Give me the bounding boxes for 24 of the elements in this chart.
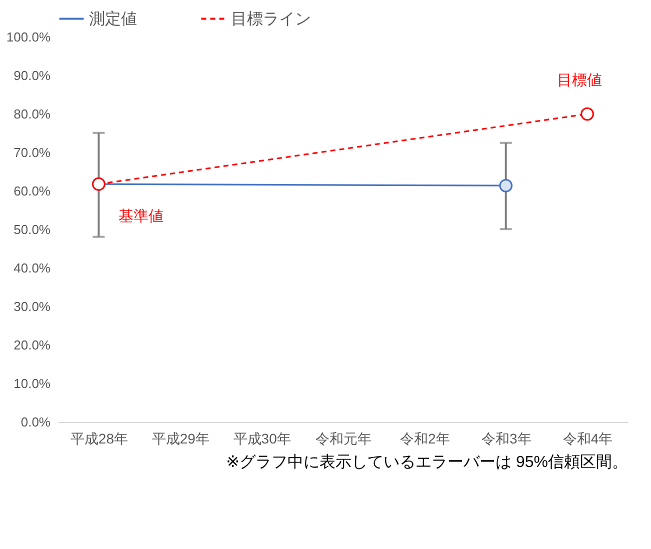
- text: ※グラフ中に表示しているエラーバーは 95%信頼区間。: [226, 453, 628, 471]
- x-tick-label: 令和2年: [400, 430, 450, 446]
- y-tick-label: 20.0%: [14, 338, 51, 352]
- annotation: 目標値: [556, 72, 602, 89]
- x-tick-label: 平成29年: [152, 430, 210, 446]
- annotation: 基準値: [118, 208, 164, 226]
- y-tick-label: 50.0%: [14, 222, 51, 237]
- y-tick-label: 40.0%: [14, 260, 51, 276]
- y-tick-label: 90.0%: [14, 68, 51, 83]
- y-tick-label: 10.0%: [14, 376, 51, 391]
- y-tick-label: 70.0%: [14, 145, 51, 160]
- x-tick-label: 平成30年: [233, 430, 291, 446]
- y-tick-label: 100.0%: [6, 30, 51, 44]
- x-tick-label: 令和3年: [481, 430, 532, 446]
- legend-label: 測定値: [89, 10, 137, 28]
- x-tick-label: 平成28年: [70, 430, 128, 446]
- y-tick-label: 0.0%: [20, 414, 51, 430]
- x-tick-label: 令和4年: [562, 430, 613, 446]
- y-tick-label: 30.0%: [14, 299, 51, 314]
- y-tick-label: 60.0%: [14, 184, 51, 198]
- x-tick-label: 令和元年: [316, 430, 372, 446]
- point: [499, 178, 513, 192]
- y-tick-label: 80.0%: [14, 106, 51, 122]
- legend-label: 目標ライン: [231, 10, 311, 28]
